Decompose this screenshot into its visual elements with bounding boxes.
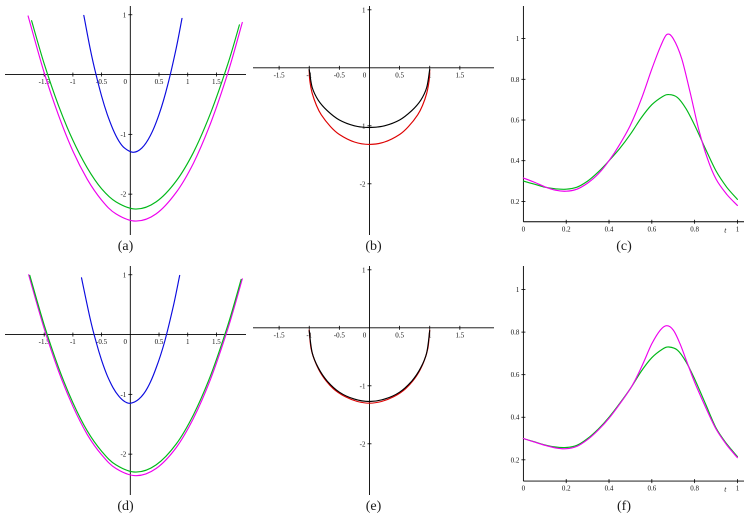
x-tick-label: 1 [185,338,189,346]
y-tick-label: 0.8 [511,329,520,337]
x-tick-label: 0.6 [647,225,656,233]
y-tick-label: 0.4 [511,414,520,422]
x-tick-label: 0 [123,78,127,86]
subplot-caption-c: (c) [616,239,632,254]
x-tick-label: 0 [362,331,366,339]
subplot-e: -1.5 -1 -0.5 0 0.5 1 1.5 1 -1 -2 (e) [251,260,496,519]
chart-a-svg: -1.5 -1 -0.5 0 0.5 1 1.5 1 -1 -2 [4,6,246,235]
chart-b-svg: -1.5 -1 -0.5 0 0.5 1 1.51-1-2 [252,6,494,235]
green-parabola-curve [28,274,242,473]
y-tick-label: -2 [359,440,365,448]
x-tick-label: 0.6 [647,485,656,493]
x-tick-label: 0.8 [690,485,699,493]
x-tick-label: 0.2 [562,225,571,233]
subplot-caption-d: (d) [117,499,134,514]
x-tick-label: 0.4 [605,225,614,233]
y-tick-label: 1 [516,35,520,43]
x-tick-label: 1 [736,485,740,493]
y-tick-label: 0.6 [511,117,520,125]
x-tick-label: -1 [69,78,75,86]
plot-canvas-f: 0 0.2 0.4 0.6 0.8 1 0.2 0.4 0.6 0.8 1 t [502,264,746,496]
y-tick-label: 1 [516,286,520,294]
y-tick-label: 1 [122,11,126,19]
x-tick-label: -0.5 [333,71,345,79]
blue-parabola-curve [82,14,183,153]
subplot-caption-a: (a) [117,239,134,254]
chart-d-svg: -1.5 -1 -0.5 0 0.5 1 1.5 1 -1 -2 [4,266,246,495]
x-tick-label: -1 [69,338,75,346]
subplot-f: 0 0.2 0.4 0.6 0.8 1 0.2 0.4 0.6 0.8 1 t (f) [496,260,752,519]
x-tick-label: 0.8 [690,225,699,233]
x-tick-label: 0.5 [395,71,404,79]
y-tick-label: -1 [359,122,365,130]
x-tick-label: 1 [427,331,431,339]
chart-e-svg: -1.5 -1 -0.5 0 0.5 1 1.51-1-2 [252,266,494,495]
magenta-bump-curve [522,325,738,459]
subplot-caption-b: (b) [365,239,382,254]
black-catenary-curve [308,330,430,403]
subplot-caption-f: (f) [617,499,631,514]
x-tick-label: 1.5 [212,78,221,86]
y-tick-label: -2 [120,451,126,459]
y-tick-label: -1 [359,382,365,390]
y-tick-label: -1 [120,131,126,139]
x-tick-label: -1.5 [273,71,285,79]
y-tick-label: 1 [361,266,365,274]
magenta-parabola-curve [27,15,243,222]
x-tick-label: 0 [522,225,526,233]
x-tick-label: 1.5 [212,338,221,346]
subplot-c: 0 0.2 0.4 0.6 0.8 1 0.2 0.4 0.6 0.8 1 t (c) [496,0,752,260]
subplot-d: -1.5 -1 -0.5 0 0.5 1 1.5 1 -1 -2 (d) [0,260,251,519]
plot-canvas-e: -1.5 -1 -0.5 0 0.5 1 1.5 1 -1 -2 [252,264,496,496]
x-tick-label: 0.5 [154,338,163,346]
x-axis-label: t [724,485,727,494]
subplot-b: -1.5 -1 -0.5 0 0.5 1 1.5 1 -1 -2 (b) [251,0,496,260]
plot-canvas-a: -1.5 -1 -0.5 0 0.5 1 1.5 1 -1 -2 [4,4,248,236]
subplot-caption-e: (e) [365,499,382,514]
y-tick-label: 0.8 [511,76,520,84]
x-tick-label: 0.4 [605,485,614,493]
chart-c-svg: 0 0.2 0.4 0.6 0.8 1 0.2 0.4 0.6 0.8 1 t [511,6,744,234]
x-tick-label: 1 [185,78,189,86]
x-tick-label: -1.5 [273,331,285,339]
chart-f-svg: 0 0.2 0.4 0.6 0.8 1 0.2 0.4 0.6 0.8 1 t [511,266,744,494]
y-tick-label: -2 [120,191,126,199]
x-tick-label: 1.5 [455,71,464,79]
x-axis-label: t [724,225,727,234]
x-tick-label: -0.5 [96,78,108,86]
y-tick-label: -2 [359,180,365,188]
blue-parabola-curve [80,274,180,404]
plot-canvas-d: -1.5 -1 -0.5 0 0.5 1 1.5 1 -1 -2 [4,264,248,496]
subplot-a: -1.5 -1 -0.5 0 0.5 1 1.5 1 -1 -2 (a) [0,0,251,260]
x-tick-label: 0.5 [154,78,163,86]
green-parabola-curve [30,20,240,210]
magenta-parabola-curve [27,274,243,477]
magenta-bump-curve [522,33,738,207]
y-tick-label: 1 [122,271,126,279]
x-tick-label: -0.5 [96,338,108,346]
y-tick-label: 0.2 [511,198,520,206]
red-catenary-curve [308,69,430,145]
y-tick-label: 0.4 [511,157,520,165]
x-tick-label: 0 [522,485,526,493]
y-tick-label: 0.6 [511,371,520,379]
x-tick-label: 1.5 [455,331,464,339]
y-tick-label: 1 [361,6,365,14]
x-tick-label: 0 [362,71,366,79]
plot-canvas-c: 0 0.2 0.4 0.6 0.8 1 0.2 0.4 0.6 0.8 1 t [502,4,746,236]
green-bump-curve [522,93,738,200]
x-tick-label: 0.2 [562,485,571,493]
x-tick-label: -1.5 [38,338,50,346]
y-tick-label: 0.2 [511,456,520,464]
black-catenary-curve [308,68,430,129]
x-tick-label: 0.5 [395,331,404,339]
x-tick-label: -1.5 [38,78,50,86]
x-tick-label: -0.5 [333,331,345,339]
x-tick-label: 1 [736,225,740,233]
green-bump-curve [522,346,738,458]
x-tick-label: 0 [123,338,127,346]
y-tick-label: -1 [120,391,126,399]
plot-canvas-b: -1.5 -1 -0.5 0 0.5 1 1.5 1 -1 -2 [252,4,496,236]
